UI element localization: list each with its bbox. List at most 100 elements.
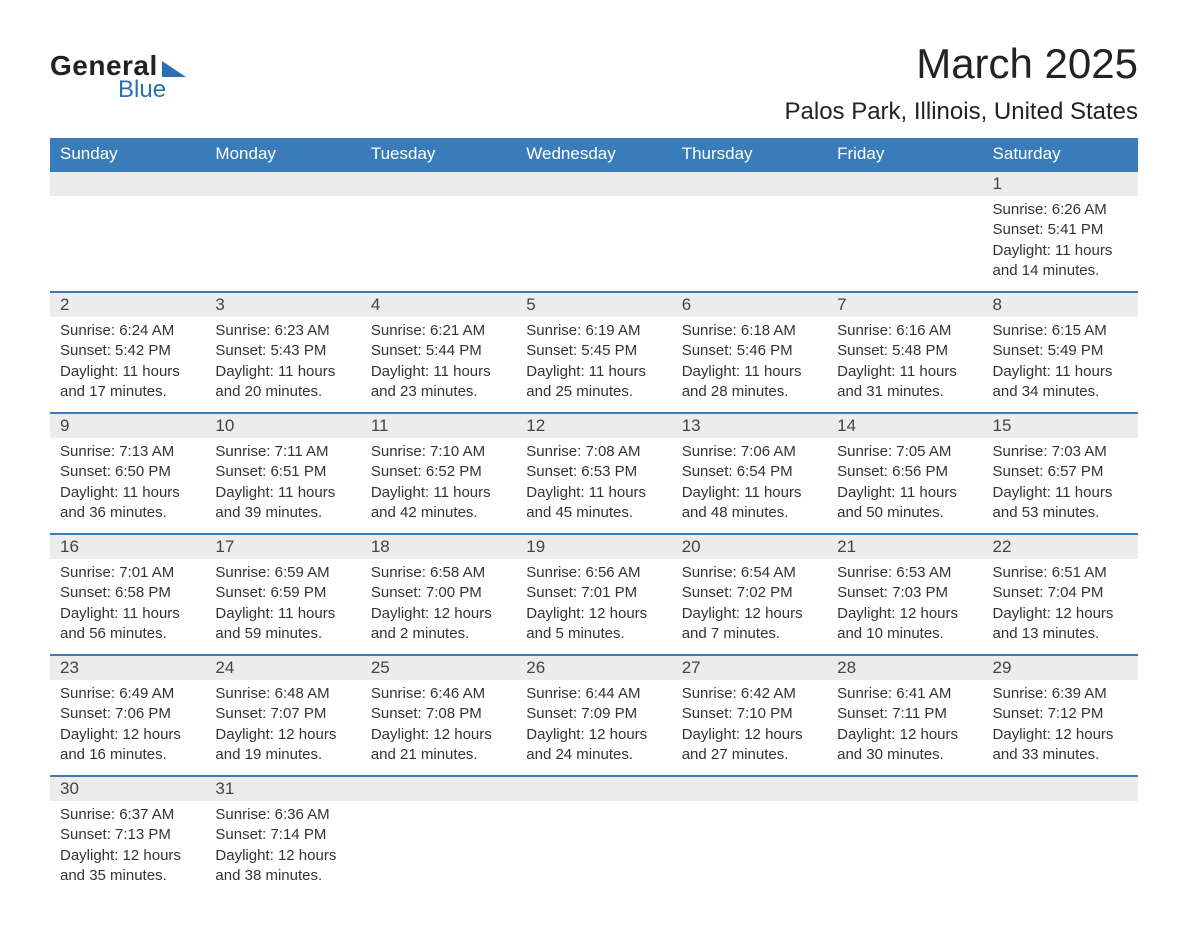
day-number-cell: 26 (516, 655, 671, 680)
sunrise-line: Sunrise: 6:16 AM (837, 321, 972, 341)
day-content-cell: Sunrise: 6:37 AMSunset: 7:13 PMDaylight:… (50, 801, 205, 896)
day-number-cell (983, 776, 1138, 801)
day-content-cell (672, 196, 827, 292)
day-header-row: Sunday Monday Tuesday Wednesday Thursday… (50, 138, 1138, 171)
sunset-line: Sunset: 7:06 PM (60, 704, 195, 724)
brand-logo: General Blue (50, 40, 186, 104)
sunset-line: Sunset: 7:03 PM (837, 583, 972, 603)
daylight-line: Daylight: 11 hours and 14 minutes. (993, 241, 1128, 282)
day-number-cell: 21 (827, 534, 982, 559)
daylight-line: Daylight: 11 hours and 56 minutes. (60, 604, 195, 645)
sunrise-line: Sunrise: 6:56 AM (526, 563, 661, 583)
day-number-cell: 27 (672, 655, 827, 680)
daylight-line: Daylight: 11 hours and 59 minutes. (215, 604, 350, 645)
sunrise-line: Sunrise: 7:05 AM (837, 442, 972, 462)
day-number-cell: 31 (205, 776, 360, 801)
daylight-line: Daylight: 12 hours and 35 minutes. (60, 846, 195, 887)
day-number-cell: 8 (983, 292, 1138, 317)
sunset-line: Sunset: 7:01 PM (526, 583, 661, 603)
day-content-cell: Sunrise: 7:13 AMSunset: 6:50 PMDaylight:… (50, 438, 205, 534)
sunset-line: Sunset: 7:14 PM (215, 825, 350, 845)
sunset-line: Sunset: 7:12 PM (993, 704, 1128, 724)
week-daynum-row: 3031 (50, 776, 1138, 801)
daylight-line: Daylight: 12 hours and 5 minutes. (526, 604, 661, 645)
day-content-cell (983, 801, 1138, 896)
day-content-cell: Sunrise: 7:03 AMSunset: 6:57 PMDaylight:… (983, 438, 1138, 534)
sunset-line: Sunset: 6:59 PM (215, 583, 350, 603)
day-number-cell: 2 (50, 292, 205, 317)
sunrise-line: Sunrise: 7:10 AM (371, 442, 506, 462)
day-number-cell: 18 (361, 534, 516, 559)
day-number-cell: 4 (361, 292, 516, 317)
day-content-cell: Sunrise: 6:36 AMSunset: 7:14 PMDaylight:… (205, 801, 360, 896)
day-header: Wednesday (516, 138, 671, 171)
day-content-cell: Sunrise: 6:39 AMSunset: 7:12 PMDaylight:… (983, 680, 1138, 776)
day-number-cell (672, 776, 827, 801)
daylight-line: Daylight: 12 hours and 16 minutes. (60, 725, 195, 766)
sunset-line: Sunset: 7:13 PM (60, 825, 195, 845)
day-number-cell: 19 (516, 534, 671, 559)
day-content-cell (50, 196, 205, 292)
day-header: Sunday (50, 138, 205, 171)
week-content-row: Sunrise: 7:13 AMSunset: 6:50 PMDaylight:… (50, 438, 1138, 534)
daylight-line: Daylight: 11 hours and 25 minutes. (526, 362, 661, 403)
daylight-line: Daylight: 11 hours and 36 minutes. (60, 483, 195, 524)
day-content-cell (361, 196, 516, 292)
title-block: March 2025 Palos Park, Illinois, United … (785, 40, 1139, 126)
sunset-line: Sunset: 7:04 PM (993, 583, 1128, 603)
day-header: Thursday (672, 138, 827, 171)
day-content-cell (516, 196, 671, 292)
sunset-line: Sunset: 7:02 PM (682, 583, 817, 603)
daylight-line: Daylight: 11 hours and 20 minutes. (215, 362, 350, 403)
sunset-line: Sunset: 6:50 PM (60, 462, 195, 482)
day-content-cell (827, 801, 982, 896)
sunset-line: Sunset: 7:11 PM (837, 704, 972, 724)
week-content-row: Sunrise: 6:24 AMSunset: 5:42 PMDaylight:… (50, 317, 1138, 413)
day-number-cell: 7 (827, 292, 982, 317)
sunrise-line: Sunrise: 7:08 AM (526, 442, 661, 462)
day-number-cell: 30 (50, 776, 205, 801)
day-content-cell: Sunrise: 6:18 AMSunset: 5:46 PMDaylight:… (672, 317, 827, 413)
week-daynum-row: 9101112131415 (50, 413, 1138, 438)
day-header: Tuesday (361, 138, 516, 171)
day-number-cell (516, 171, 671, 196)
day-content-cell: Sunrise: 7:08 AMSunset: 6:53 PMDaylight:… (516, 438, 671, 534)
day-content-cell: Sunrise: 6:16 AMSunset: 5:48 PMDaylight:… (827, 317, 982, 413)
daylight-line: Daylight: 11 hours and 23 minutes. (371, 362, 506, 403)
daylight-line: Daylight: 11 hours and 31 minutes. (837, 362, 972, 403)
sunrise-line: Sunrise: 6:15 AM (993, 321, 1128, 341)
daylight-line: Daylight: 11 hours and 34 minutes. (993, 362, 1128, 403)
sunrise-line: Sunrise: 7:01 AM (60, 563, 195, 583)
daylight-line: Daylight: 12 hours and 30 minutes. (837, 725, 972, 766)
sunrise-line: Sunrise: 6:36 AM (215, 805, 350, 825)
week-content-row: Sunrise: 6:26 AMSunset: 5:41 PMDaylight:… (50, 196, 1138, 292)
week-daynum-row: 1 (50, 171, 1138, 196)
day-number-cell: 17 (205, 534, 360, 559)
sunset-line: Sunset: 6:53 PM (526, 462, 661, 482)
day-number-cell (827, 776, 982, 801)
sunset-line: Sunset: 6:52 PM (371, 462, 506, 482)
daylight-line: Daylight: 12 hours and 13 minutes. (993, 604, 1128, 645)
week-daynum-row: 16171819202122 (50, 534, 1138, 559)
sunrise-line: Sunrise: 6:26 AM (993, 200, 1128, 220)
week-daynum-row: 2345678 (50, 292, 1138, 317)
sunrise-line: Sunrise: 7:11 AM (215, 442, 350, 462)
daylight-line: Daylight: 11 hours and 45 minutes. (526, 483, 661, 524)
day-number-cell: 11 (361, 413, 516, 438)
sunset-line: Sunset: 7:07 PM (215, 704, 350, 724)
day-content-cell: Sunrise: 6:51 AMSunset: 7:04 PMDaylight:… (983, 559, 1138, 655)
sunset-line: Sunset: 6:57 PM (993, 462, 1128, 482)
day-content-cell: Sunrise: 6:46 AMSunset: 7:08 PMDaylight:… (361, 680, 516, 776)
sunrise-line: Sunrise: 6:51 AM (993, 563, 1128, 583)
sunrise-line: Sunrise: 6:39 AM (993, 684, 1128, 704)
day-number-cell: 16 (50, 534, 205, 559)
sunrise-line: Sunrise: 6:18 AM (682, 321, 817, 341)
sunrise-line: Sunrise: 6:19 AM (526, 321, 661, 341)
daylight-line: Daylight: 12 hours and 24 minutes. (526, 725, 661, 766)
day-number-cell: 13 (672, 413, 827, 438)
sunrise-line: Sunrise: 6:44 AM (526, 684, 661, 704)
day-number-cell: 29 (983, 655, 1138, 680)
day-number-cell: 25 (361, 655, 516, 680)
day-content-cell: Sunrise: 6:54 AMSunset: 7:02 PMDaylight:… (672, 559, 827, 655)
page-header: General Blue March 2025 Palos Park, Illi… (50, 40, 1138, 126)
